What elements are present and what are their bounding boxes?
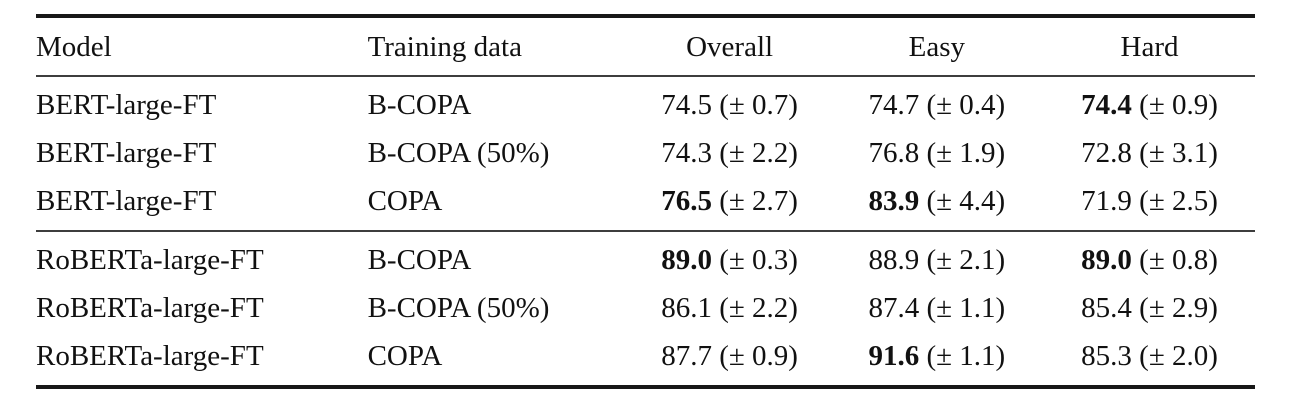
easy-score-cell: 88.9 (± 2.1) [830,231,1045,284]
model-cell: RoBERTa-large-FT [36,340,264,372]
score-value: 76.5 [661,185,712,217]
score-value: 88.9 [868,244,920,276]
results-table: Model Training data Overall Easy Hard BE… [36,14,1255,389]
score-value: 85.3 [1081,340,1132,372]
score-std: (± 2.9) [1139,292,1218,324]
hard-score-cell: 74.4 (± 0.9) [1044,76,1255,129]
table-row: RoBERTa-large-FT B-COPA (50%) 86.1 (± 2.… [36,284,1255,332]
model-cell: RoBERTa-large-FT [36,244,264,276]
training-data-cell: COPA [367,177,630,232]
hard-score-cell: 89.0 (± 0.8) [1044,231,1255,284]
table-row: RoBERTa-large-FT B-COPA 89.0 (± 0.3) 88.… [36,231,1255,284]
score-value: 71.9 [1081,185,1132,217]
score-value: 85.4 [1081,292,1132,324]
model-cell: BERT-large-FT [36,137,217,169]
score-std: (± 0.9) [719,340,798,372]
score-value: 74.3 [661,137,712,169]
score-value: 74.7 [868,89,920,121]
header-row: Model Training data Overall Easy Hard [36,14,1255,77]
hard-score-cell: 72.8 (± 3.1) [1044,129,1255,177]
score-std: (± 3.1) [1139,137,1218,169]
score-std: (± 2.5) [1139,185,1218,217]
overall-score-cell: 74.5 (± 0.7) [630,76,830,129]
score-std: (± 2.2) [719,292,798,324]
score-std: (± 0.3) [719,244,798,276]
hard-score-cell: 85.3 (± 2.0) [1044,332,1255,387]
score-std: (± 4.4) [926,185,1006,217]
score-std: (± 0.8) [1139,244,1218,276]
overall-score-cell: 76.5 (± 2.7) [629,177,830,232]
header-hard: Hard [1044,14,1255,77]
score-value: 72.8 [1081,137,1132,169]
model-cell: RoBERTa-large-FT [36,292,264,324]
overall-score-cell: 74.3 (± 2.2) [630,129,830,177]
header-training: Training data [367,14,630,77]
score-value: 74.4 [1081,89,1132,121]
easy-score-cell: 87.4 (± 1.1) [830,284,1045,332]
score-std: (± 2.1) [926,244,1006,276]
table-row: BERT-large-FT B-COPA 74.5 (± 0.7) 74.7 (… [36,76,1255,129]
score-std: (± 2.7) [719,185,798,217]
score-std: (± 2.2) [719,137,798,169]
header-model: Model [36,14,368,77]
header-easy: Easy [829,14,1045,77]
model-cell: BERT-large-FT [36,89,217,121]
hard-score-cell: 85.4 (± 2.9) [1044,284,1255,332]
score-std: (± 1.1) [926,292,1006,324]
training-data-cell: COPA [367,340,443,372]
table-row: BERT-large-FT COPA 76.5 (± 2.7) 83.9 (± … [36,177,1255,232]
table-header: Model Training data Overall Easy Hard [36,14,1255,77]
training-data-cell: B-COPA [367,89,472,121]
score-std: (± 0.9) [1139,89,1218,121]
table-row: RoBERTa-large-FT COPA 87.7 (± 0.9) 91.6 … [36,332,1255,387]
easy-score-cell: 76.8 (± 1.9) [830,129,1045,177]
score-value: 91.6 [868,340,920,372]
table-row: BERT-large-FT B-COPA (50%) 74.3 (± 2.2) … [36,129,1255,177]
model-cell: BERT-large-FT [36,177,368,232]
easy-score-cell: 74.7 (± 0.4) [830,76,1045,129]
score-std: (± 0.4) [926,89,1006,121]
score-value: 87.4 [868,292,920,324]
easy-score-cell: 83.9 (± 4.4) [829,177,1045,232]
training-data-cell: B-COPA (50%) [367,137,550,169]
score-value: 89.0 [1081,244,1132,276]
score-value: 86.1 [661,292,712,324]
score-value: 87.7 [661,340,712,372]
overall-score-cell: 87.7 (± 0.9) [630,332,830,387]
easy-score-cell: 91.6 (± 1.1) [830,332,1045,387]
score-std: (± 0.7) [719,89,798,121]
score-value: 83.9 [868,185,920,217]
score-value: 74.5 [661,89,712,121]
score-std: (± 1.1) [926,340,1006,372]
score-value: 89.0 [661,244,712,276]
training-data-cell: B-COPA (50%) [367,292,550,324]
overall-score-cell: 86.1 (± 2.2) [630,284,830,332]
score-value: 76.8 [868,137,920,169]
group-roberta: RoBERTa-large-FT B-COPA 89.0 (± 0.3) 88.… [36,231,1255,387]
header-overall: Overall [629,14,830,77]
score-std: (± 2.0) [1139,340,1218,372]
score-std: (± 1.9) [926,137,1006,169]
overall-score-cell: 89.0 (± 0.3) [630,231,830,284]
training-data-cell: B-COPA [367,244,472,276]
group-bert: BERT-large-FT B-COPA 74.5 (± 0.7) 74.7 (… [36,76,1255,232]
hard-score-cell: 71.9 (± 2.5) [1044,177,1255,232]
